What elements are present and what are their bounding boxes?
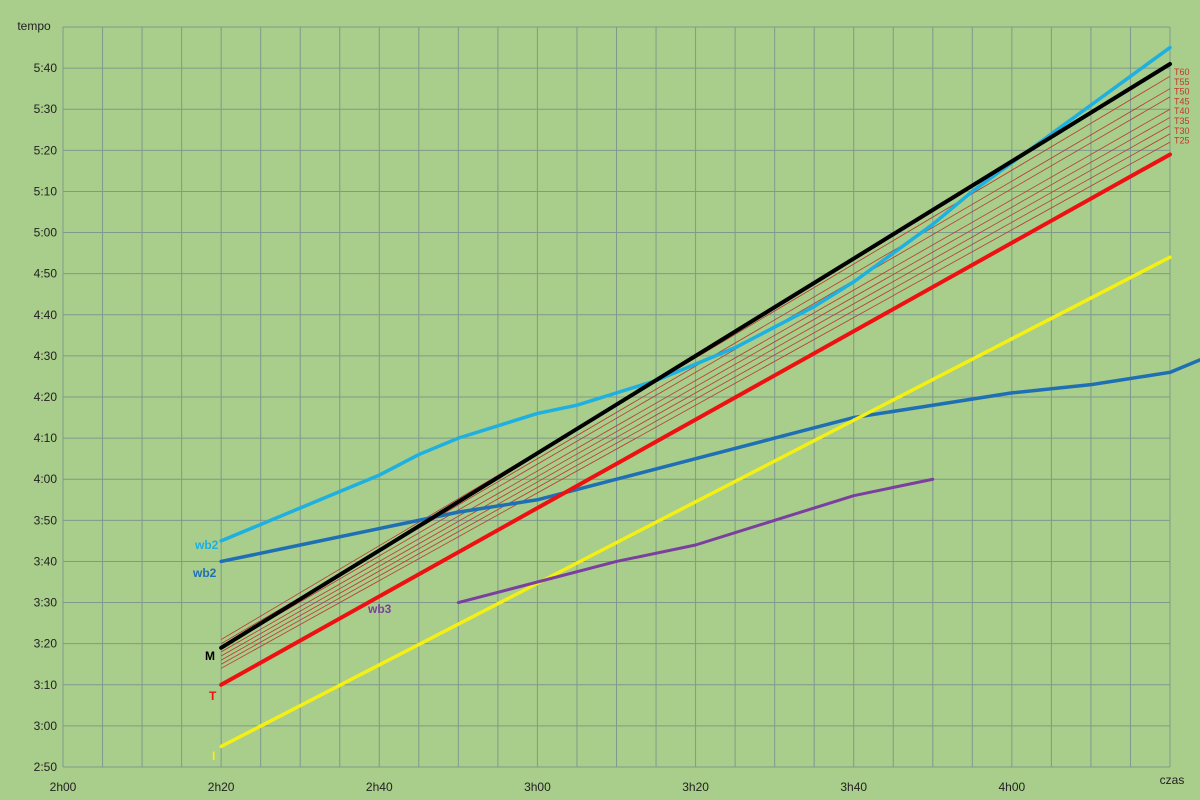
series-label: wb2 bbox=[194, 538, 219, 552]
y-tick-label: 5:40 bbox=[34, 61, 58, 75]
x-axis-label: czas bbox=[1160, 773, 1185, 787]
series-line-wb2 bbox=[219, 357, 1200, 564]
series-group bbox=[219, 45, 1200, 749]
series-label: wb2 bbox=[192, 566, 217, 580]
series-line-wb3 bbox=[456, 477, 935, 605]
y-tick-label: 4:30 bbox=[34, 349, 58, 363]
y-tick-label: 5:30 bbox=[34, 102, 58, 116]
t-line bbox=[220, 141, 1171, 669]
t-line-label: T40 bbox=[1174, 106, 1190, 116]
t-line bbox=[220, 108, 1171, 653]
x-tick-label: 3h40 bbox=[840, 780, 867, 794]
x-tick-label: 3h00 bbox=[524, 780, 551, 794]
t-line-label: T50 bbox=[1174, 87, 1190, 97]
y-tick-label: 3:30 bbox=[34, 596, 58, 610]
series-label: M bbox=[205, 649, 215, 663]
y-tick-label: 4:20 bbox=[34, 390, 58, 404]
series-label: T bbox=[209, 689, 217, 703]
y-tick-label: 4:00 bbox=[34, 472, 58, 486]
t-line bbox=[220, 117, 1171, 657]
t-line-label: T35 bbox=[1174, 116, 1190, 126]
y-axis-label: tempo bbox=[17, 19, 51, 33]
t-line-label: T60 bbox=[1174, 67, 1190, 77]
t-line-label: T30 bbox=[1174, 126, 1190, 136]
t-line-label: T55 bbox=[1174, 77, 1190, 87]
series-label: wb3 bbox=[367, 602, 392, 616]
x-tick-label: 3h20 bbox=[682, 780, 709, 794]
y-tick-label: 5:10 bbox=[34, 184, 58, 198]
series-label: I bbox=[212, 749, 215, 763]
series-line-t bbox=[219, 152, 1172, 687]
y-tick-label: 3:00 bbox=[34, 719, 58, 733]
t-line bbox=[220, 133, 1171, 665]
t-line-label: T45 bbox=[1174, 96, 1190, 106]
t-line bbox=[220, 125, 1171, 661]
series-line-m bbox=[219, 62, 1172, 650]
y-tick-label: 3:20 bbox=[34, 637, 58, 651]
y-tick-label: 4:50 bbox=[34, 267, 58, 281]
x-tick-label: 2h20 bbox=[208, 780, 235, 794]
t-line-label: T25 bbox=[1174, 136, 1190, 146]
x-tick-label: 2h00 bbox=[50, 780, 77, 794]
y-tick-label: 4:10 bbox=[34, 431, 58, 445]
y-tick-label: 5:00 bbox=[34, 226, 58, 240]
y-tick-label: 4:40 bbox=[34, 308, 58, 322]
x-tick-label: 4h00 bbox=[999, 780, 1026, 794]
y-tick-label: 5:20 bbox=[34, 143, 58, 157]
y-tick-label: 3:40 bbox=[34, 554, 58, 568]
y-tick-label: 2:50 bbox=[34, 760, 58, 774]
series-line-i bbox=[219, 255, 1172, 749]
t-line bbox=[220, 96, 1171, 649]
axes: 2h00 2h20 2h40 3h00 3h20 3h40 4h00 2:50 3:00 3:10… bbox=[17, 19, 1184, 794]
x-tick-label: 2h40 bbox=[366, 780, 393, 794]
y-tick-label: 3:10 bbox=[34, 678, 58, 692]
y-tick-label: 3:50 bbox=[34, 513, 58, 527]
